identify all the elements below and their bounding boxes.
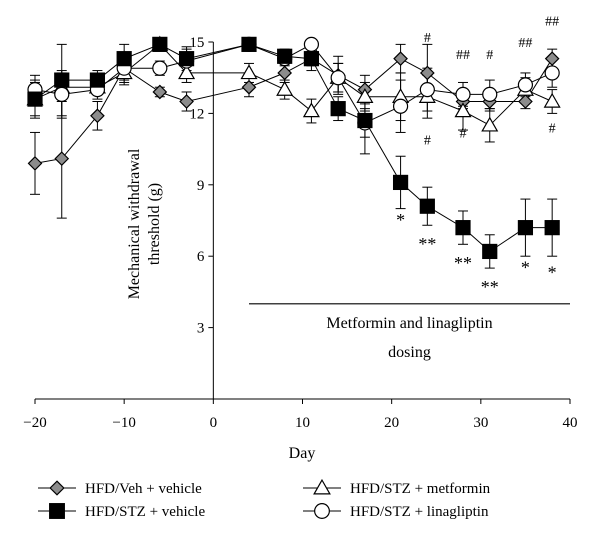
y-tick-label: 6 bbox=[197, 249, 205, 265]
data-point bbox=[482, 243, 498, 260]
dosing-period: Metformin and linagliptin dosing bbox=[249, 303, 570, 361]
data-point bbox=[54, 72, 70, 88]
data-point bbox=[240, 64, 258, 80]
data-point bbox=[357, 112, 373, 129]
y-tick-label: 9 bbox=[197, 178, 205, 194]
data-point bbox=[517, 220, 534, 236]
data-point bbox=[152, 60, 168, 76]
data-point bbox=[517, 77, 534, 93]
legend-label: HFD/STZ + linagliptin bbox=[350, 504, 489, 520]
annotation: ## bbox=[545, 15, 559, 30]
data-point bbox=[330, 70, 346, 86]
data-point bbox=[544, 220, 560, 236]
x-tick-label: 40 bbox=[563, 415, 578, 431]
legend-marker bbox=[49, 480, 65, 496]
x-axis-label: Day bbox=[289, 445, 316, 462]
x-tick-label: 0 bbox=[210, 415, 218, 431]
legend-label: HFD/STZ + vehicle bbox=[85, 504, 205, 520]
x-tick-label: −20 bbox=[23, 415, 46, 431]
data-point bbox=[419, 65, 435, 81]
data-point bbox=[89, 72, 106, 88]
x-tick-label: 10 bbox=[295, 415, 310, 431]
error-bars bbox=[30, 39, 558, 269]
data-point bbox=[481, 116, 499, 132]
y-axis-label: Mechanical withdrawal threshold (g) bbox=[126, 148, 163, 299]
data-point bbox=[152, 84, 168, 100]
data-point bbox=[544, 65, 560, 81]
plot-area bbox=[26, 35, 561, 269]
axes: −20 −10 0 10 20 30 40 3 6 9 12 15 Day Mechanical with… bbox=[23, 35, 577, 462]
data-points bbox=[26, 35, 561, 260]
annotation: * bbox=[521, 258, 530, 278]
annotation: # bbox=[424, 134, 431, 149]
data-point bbox=[543, 92, 561, 108]
annotation: # bbox=[424, 31, 431, 46]
data-point bbox=[152, 36, 168, 52]
data-point bbox=[302, 102, 320, 118]
y-tick-label: 12 bbox=[189, 106, 204, 122]
annotation: ** bbox=[481, 277, 499, 297]
data-point bbox=[54, 151, 70, 166]
legend-marker bbox=[314, 503, 330, 519]
data-point bbox=[518, 94, 533, 109]
data-point bbox=[393, 51, 408, 67]
series-line bbox=[34, 43, 553, 126]
annotation: * bbox=[548, 262, 557, 282]
legend-label: HFD/Veh + vehicle bbox=[85, 481, 202, 497]
y-tick-label: 3 bbox=[197, 321, 205, 337]
data-point bbox=[303, 51, 320, 67]
annotation: ## bbox=[456, 48, 470, 63]
data-point bbox=[419, 81, 435, 98]
data-point bbox=[277, 65, 293, 81]
dosing-label-line-2: dosing bbox=[388, 344, 431, 361]
x-tick-label: −10 bbox=[112, 415, 135, 431]
annotation: # bbox=[460, 126, 467, 141]
data-point bbox=[178, 51, 195, 67]
data-point bbox=[116, 51, 132, 67]
legend-label: HFD/STZ + metformin bbox=[350, 481, 491, 497]
y-tick-label: 15 bbox=[189, 35, 204, 51]
data-point bbox=[544, 51, 560, 67]
data-point bbox=[482, 86, 498, 102]
data-point bbox=[303, 36, 320, 52]
significance-annotations: ******** *########### bbox=[396, 15, 559, 297]
data-point bbox=[27, 91, 43, 107]
data-point bbox=[90, 108, 105, 124]
annotation: # bbox=[549, 122, 556, 137]
series-line bbox=[34, 58, 553, 164]
series-line bbox=[34, 43, 553, 253]
data-point bbox=[392, 98, 409, 114]
series-lines bbox=[34, 43, 553, 253]
data-point bbox=[27, 156, 43, 171]
legend-marker bbox=[49, 503, 65, 519]
legend-marker bbox=[313, 478, 331, 495]
y-axis-label-line: threshold (g) bbox=[146, 183, 163, 265]
series-line bbox=[34, 43, 553, 124]
data-point bbox=[179, 94, 194, 109]
data-point bbox=[178, 64, 196, 80]
x-tick-label: 20 bbox=[384, 415, 399, 431]
data-point bbox=[419, 198, 435, 214]
annotation: ## bbox=[518, 36, 532, 51]
legend: HFD/Veh + vehicle HFD/STZ + vehicle HFD/ST… bbox=[38, 478, 491, 520]
data-point bbox=[454, 102, 472, 118]
annotation: * bbox=[396, 210, 405, 230]
data-point bbox=[356, 88, 374, 103]
data-point bbox=[392, 174, 409, 191]
x-tick-label: 30 bbox=[473, 415, 488, 431]
data-point bbox=[455, 220, 471, 236]
data-point bbox=[330, 101, 346, 117]
data-point bbox=[276, 80, 294, 96]
data-point bbox=[241, 36, 257, 52]
y-axis-label-line: Mechanical withdrawal bbox=[126, 148, 143, 299]
annotation: ** bbox=[454, 253, 472, 273]
data-point bbox=[241, 79, 257, 95]
data-point bbox=[277, 48, 293, 64]
data-point bbox=[455, 86, 471, 102]
annotation: ** bbox=[418, 234, 436, 254]
dosing-label-line-1: Metformin and linagliptin bbox=[326, 315, 492, 332]
annotation: # bbox=[486, 48, 493, 63]
data-point bbox=[54, 86, 70, 102]
